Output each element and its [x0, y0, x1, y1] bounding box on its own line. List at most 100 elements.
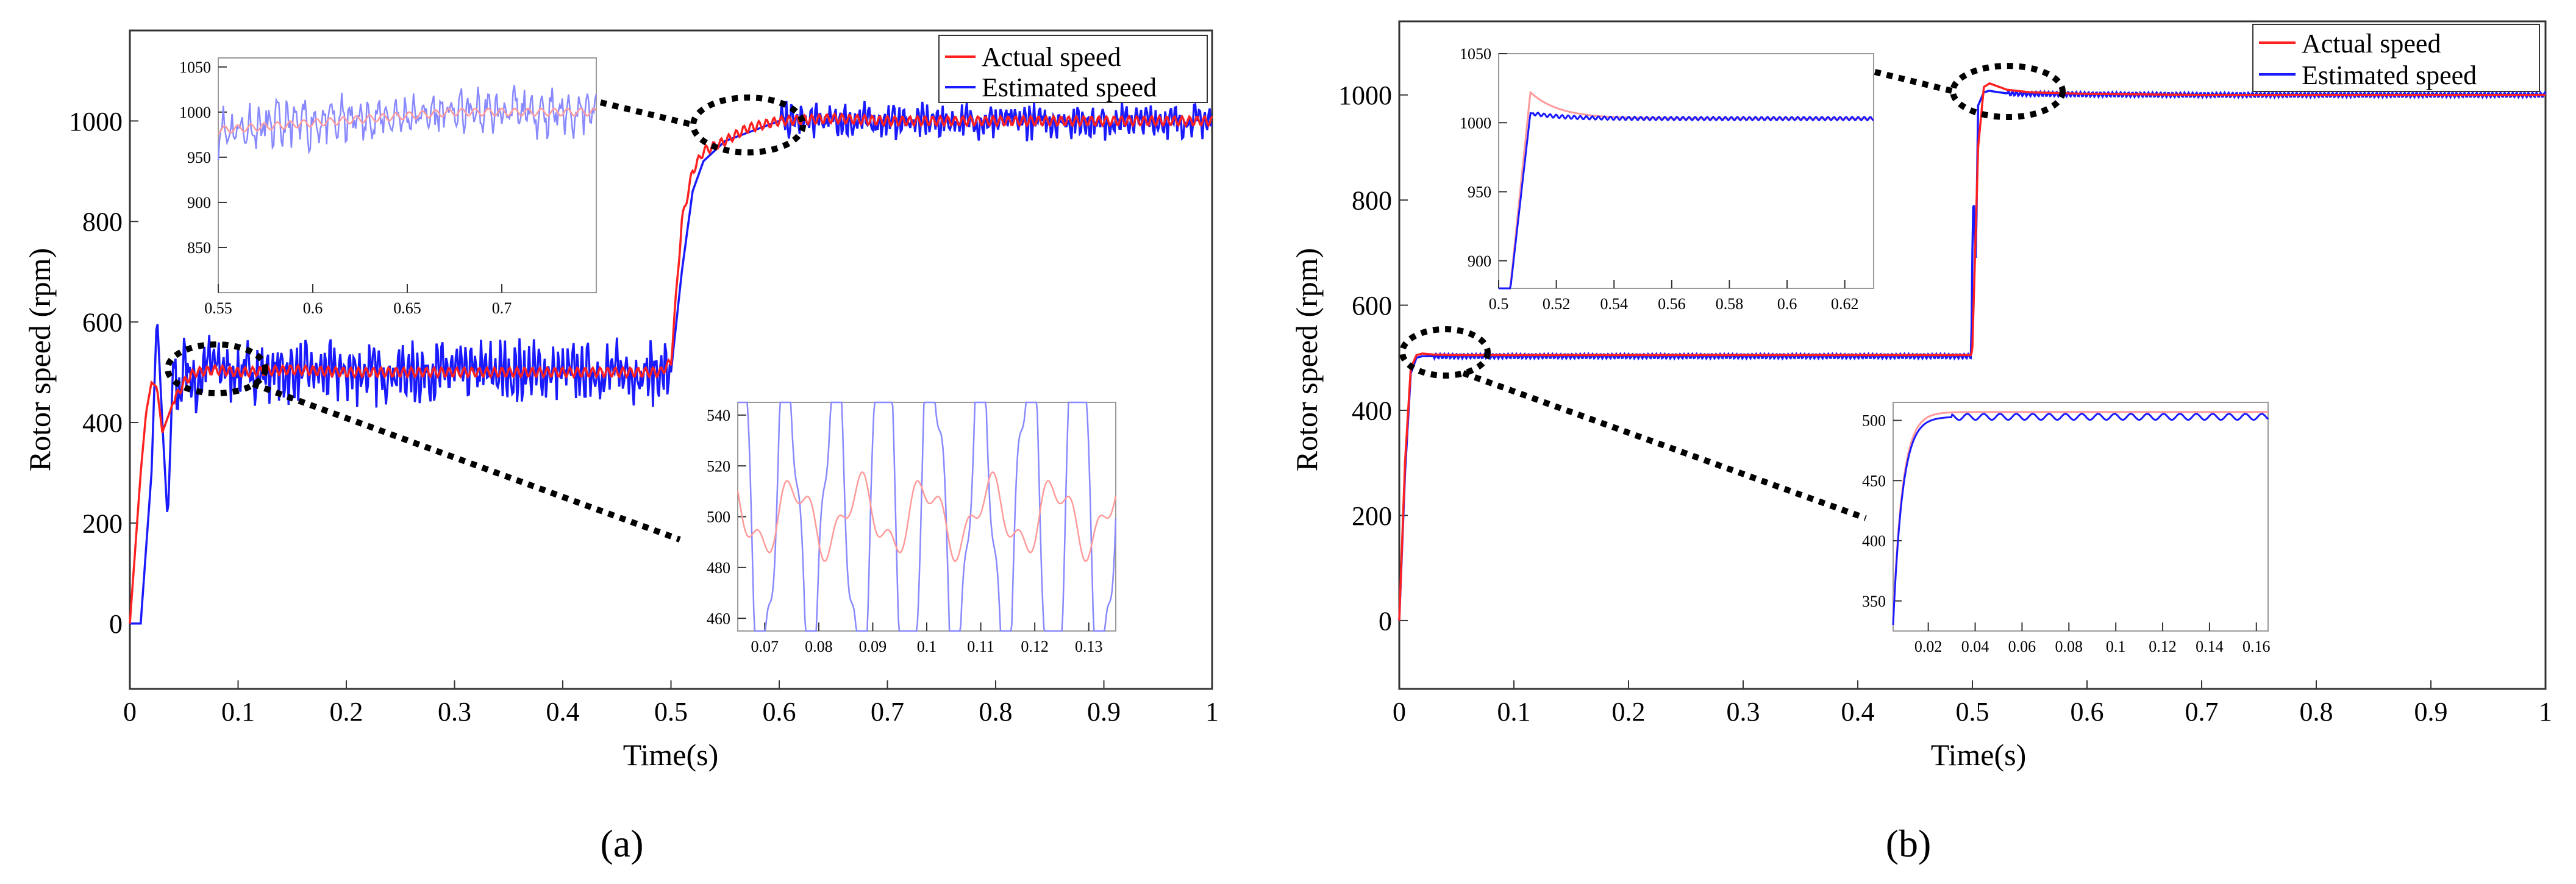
panel-a-plot-area	[129, 101, 1213, 625]
panel-a-x-axis-label: Time(s)	[623, 738, 719, 772]
panel-a-zoom-connector-high	[599, 99, 695, 128]
panel-b-inset-startup-ytick-label: 450	[1862, 472, 1886, 490]
panel-a-xtick-label: 0.7	[871, 697, 904, 727]
panel-a-inset-low-ytick-label: 500	[707, 508, 730, 526]
panel-b-inset-startup-ytick-label: 350	[1862, 593, 1886, 610]
panel-a-inset-high-ytick-label: 950	[187, 149, 211, 166]
panel-a-ytick-label: 400	[82, 408, 123, 438]
panel-b-inset-startup-estimated-line	[1892, 413, 2269, 626]
panel-a-inset-steady-low: 0.07 0.08 0.09 0.1 0.11 0.12 0.13 460 480 500 520 5…	[707, 401, 1117, 655]
panel-b-label: (b)	[1886, 822, 1932, 865]
panel-b-x-ticks: 0 0.1 0.2 0.3 0.4 0.5 0.6 0.7 0.8 0.9 1	[1393, 680, 2552, 727]
panel-b-inset-startup-xtick-label: 0.04	[1961, 638, 1989, 655]
panel-a-inset-high-ytick-label: 1000	[179, 104, 211, 121]
panel-b-inset-high-frame	[1498, 53, 1874, 289]
panel-b-inset-startup: 0.02 0.04 0.06 0.08 0.1 0.12 0.14 0.16 350 400 450…	[1862, 402, 2271, 655]
panel-b-inset-startup-actual-line	[1892, 411, 2268, 621]
panel-a-xtick-label: 0	[123, 697, 137, 727]
panel-a-inset-high-ytick-label: 1050	[179, 59, 211, 76]
panel-b-xtick-label: 0	[1393, 697, 1406, 727]
panel-a-xtick-label: 0.3	[438, 697, 471, 727]
panel-a-x-ticks: 0 0.1 0.2 0.3 0.4 0.5 0.6 0.7 0.8 0.9 1	[123, 680, 1219, 727]
panel-a-inset-low-xtick-label: 0.09	[859, 638, 887, 655]
panel-b-inset-high-ytick-label: 950	[1468, 184, 1491, 201]
panel-b-inset-high-ticks: 0.5 0.52 0.54 0.56 0.58 0.6 0.62 900 950 1000 1050	[1460, 45, 1858, 313]
panel-a-inset-low-ytick-label: 480	[707, 559, 730, 577]
panel-b-xtick-label: 0.4	[1841, 697, 1875, 727]
panel-a-inset-low-xtick-label: 0.13	[1075, 638, 1103, 655]
panel-b-xtick-label: 0.6	[2071, 697, 2104, 727]
panel-a-inset-high-actual-line	[218, 107, 597, 135]
panel-a-zoom-marker-high	[690, 94, 806, 155]
panel-b-y-ticks: 0 200 400 600 800 1000	[1338, 80, 1408, 636]
panel-a-inset-low-estimated-line	[738, 401, 1117, 632]
panel-b-inset-startup-ytick-label: 400	[1862, 532, 1886, 550]
panel-a-xtick-label: 0.4	[546, 697, 580, 727]
panel-b-inset-startup-ticks: 0.02 0.04 0.06 0.08 0.1 0.12 0.14 0.16 350 400 450…	[1862, 412, 2271, 655]
panel-b-inset-step-high: 0.5 0.52 0.54 0.56 0.58 0.6 0.62 900 950 1000 1050	[1460, 45, 1874, 313]
panel-b-xtick-label: 0.7	[2185, 697, 2219, 727]
panel-b-inset-high-xtick-label: 0.58	[1716, 295, 1744, 313]
panel-a-xtick-label: 0.1	[221, 697, 255, 727]
panel-a-xtick-label: 0.2	[330, 697, 363, 727]
panel-b-inset-startup-ytick-label: 500	[1862, 412, 1886, 430]
panel-b-ytick-label: 1000	[1338, 80, 1392, 110]
panel-a-inset-high-ytick-label: 900	[187, 194, 211, 212]
panel-b-zoom-connector-high	[1874, 69, 1955, 94]
panel-b-ytick-label: 0	[1379, 606, 1392, 636]
panel-b-inset-startup-xtick-label: 0.06	[2008, 638, 2036, 655]
panel-a-legend-box	[938, 35, 1208, 103]
panel-a-ytick-label: 0	[109, 609, 123, 639]
panel-a-inset-low-actual-line	[737, 471, 1117, 562]
panel-a-inset-low-xtick-label: 0.11	[967, 638, 994, 655]
panel-b-legend: Actual speed Estimated speed	[2252, 24, 2540, 92]
panel-b-inset-high-xtick-label: 0.56	[1658, 295, 1686, 313]
panel-a-legend-estimated-label: Estimated speed	[982, 73, 1157, 102]
panel-a-ytick-label: 800	[82, 207, 123, 237]
panel-b-inset-high-ytick-label: 1050	[1460, 45, 1491, 63]
panel-a-xtick-label: 1	[1205, 697, 1219, 727]
panel-a-inset-high-ytick-label: 850	[187, 239, 211, 257]
panel-a-inset-low-ytick-label: 460	[707, 610, 730, 627]
panel-a-inset-low-ytick-label: 520	[707, 457, 730, 475]
panel-b-x-axis-label: Time(s)	[1931, 738, 2027, 772]
panel-a-inset-low-xtick-label: 0.07	[751, 638, 779, 655]
panel-b-legend-actual-label: Actual speed	[2302, 29, 2441, 59]
panel-a-legend-actual-label: Actual speed	[982, 42, 1121, 72]
panel-b-ytick-label: 600	[1352, 291, 1392, 321]
panel-b-actual-speed-line	[1398, 82, 2546, 621]
panel-b-inset-startup-xtick-label: 0.14	[2196, 638, 2224, 655]
panel-b-inset-high-xtick-label: 0.5	[1489, 295, 1509, 313]
panel-a-inset-low-xtick-label: 0.1	[917, 638, 937, 655]
panel-a-inset-steady-high: 0.55 0.6 0.65 0.7 850 900 950 1000 1050	[179, 57, 598, 317]
panel-b-estimated-speed-line	[1398, 89, 2547, 621]
panel-a-inset-high-xtick-label: 0.6	[303, 299, 323, 317]
panel-a-inset-high-xtick-label: 0.65	[393, 299, 421, 317]
panel-a-xtick-label: 0.5	[654, 697, 688, 727]
panel-b-inset-startup-xtick-label: 0.02	[1914, 638, 1943, 655]
panel-a-ytick-label: 200	[82, 508, 123, 538]
panel-b-inset-startup-frame	[1893, 402, 2269, 632]
panel-b-inset-high-estimated-line	[1499, 111, 1874, 290]
panel-a-inset-low-frame	[737, 402, 1116, 632]
panel-a-ytick-label: 600	[82, 308, 123, 338]
panel-b-plot-area	[1398, 82, 2547, 621]
panel-b-zoom-marker-low	[1399, 326, 1491, 379]
panel-a-inset-high-frame	[218, 57, 597, 293]
panel-b-inset-high-xtick-label: 0.54	[1600, 295, 1628, 313]
panel-b-legend-estimated-label: Estimated speed	[2302, 60, 2477, 90]
panel-a-xtick-label: 0.6	[763, 697, 796, 727]
panel-a: 0 0.1 0.2 0.3 0.4 0.5 0.6 0.7 0.8 0.9 1 0 200 400 600…	[23, 29, 1219, 772]
panel-a-inset-high-xtick-label: 0.55	[204, 299, 232, 317]
panel-b-zoom-marker-high	[1950, 63, 2066, 120]
panel-b-inset-startup-xtick-label: 0.16	[2242, 638, 2271, 655]
panel-b-xtick-label: 0.2	[1612, 697, 1646, 727]
panel-b-inset-startup-xtick-label: 0.1	[2106, 638, 2126, 655]
panel-a-inset-low-xtick-label: 0.12	[1021, 638, 1049, 655]
panel-a-inset-high-xtick-label: 0.7	[492, 299, 512, 317]
panel-a-inset-low-ytick-label: 540	[707, 407, 730, 424]
panel-a-xtick-label: 0.8	[979, 697, 1013, 727]
panel-b-xtick-label: 0.5	[1956, 697, 1989, 727]
panel-a-xtick-label: 0.9	[1087, 697, 1121, 727]
